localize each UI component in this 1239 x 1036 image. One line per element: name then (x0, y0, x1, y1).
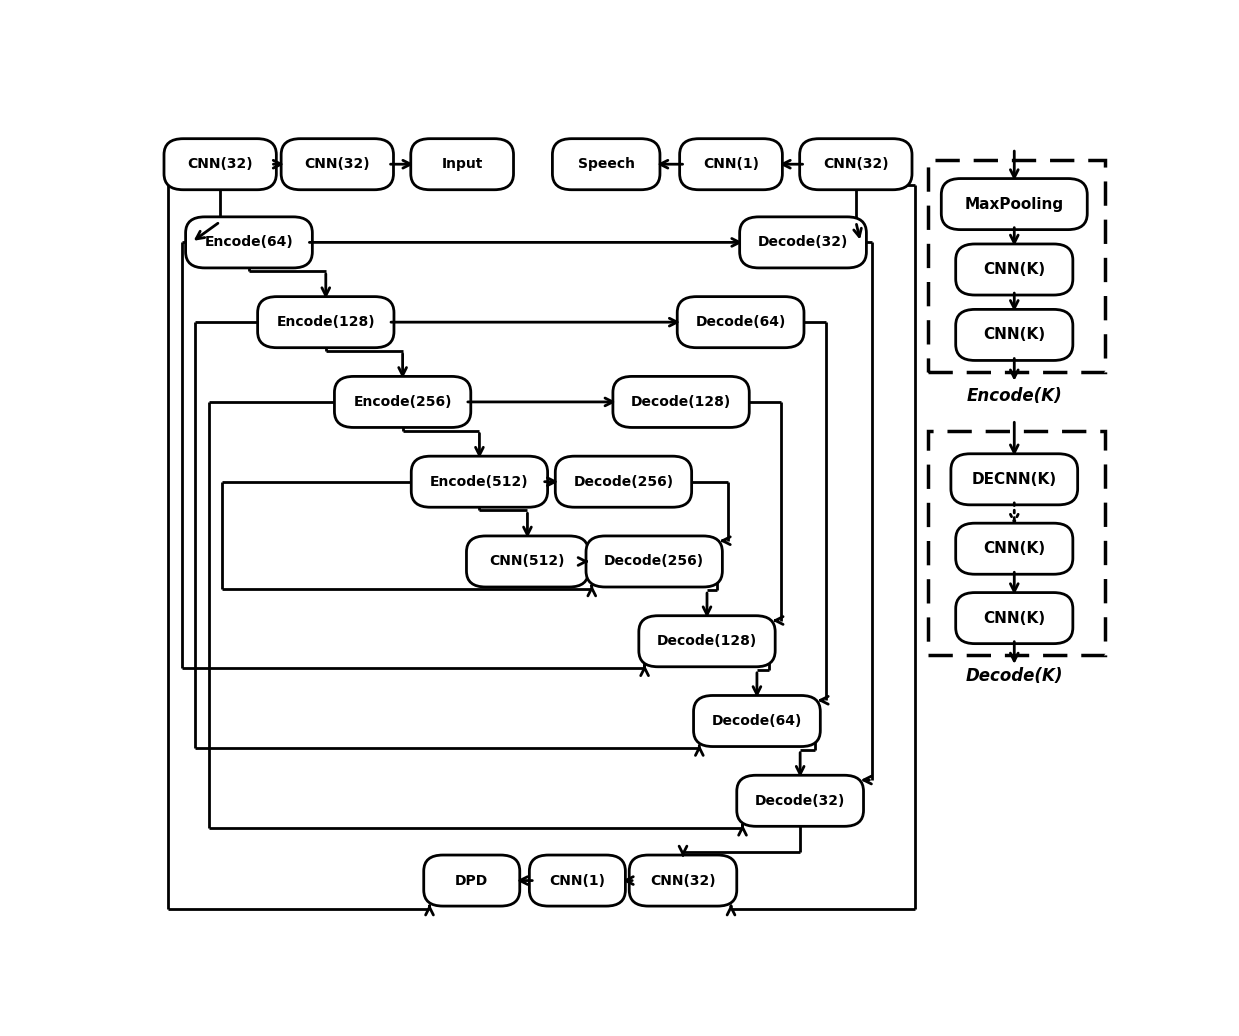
FancyBboxPatch shape (955, 523, 1073, 574)
Text: DPD: DPD (455, 873, 488, 888)
FancyBboxPatch shape (955, 244, 1073, 295)
Text: CNN(1): CNN(1) (549, 873, 606, 888)
FancyBboxPatch shape (942, 178, 1088, 230)
Text: Input: Input (441, 157, 483, 171)
Text: MaxPooling: MaxPooling (965, 197, 1064, 211)
FancyBboxPatch shape (529, 855, 626, 906)
Text: Decode(32): Decode(32) (758, 235, 849, 250)
FancyBboxPatch shape (466, 536, 589, 587)
FancyBboxPatch shape (553, 139, 660, 190)
FancyBboxPatch shape (639, 615, 776, 667)
FancyBboxPatch shape (411, 456, 548, 508)
FancyBboxPatch shape (281, 139, 394, 190)
FancyBboxPatch shape (955, 593, 1073, 643)
Text: Encode(256): Encode(256) (353, 395, 452, 409)
FancyBboxPatch shape (164, 139, 276, 190)
Text: Decode(256): Decode(256) (605, 554, 704, 569)
FancyBboxPatch shape (258, 296, 394, 348)
FancyBboxPatch shape (411, 139, 513, 190)
Text: CNN(K): CNN(K) (984, 541, 1046, 556)
FancyBboxPatch shape (335, 376, 471, 428)
FancyBboxPatch shape (950, 454, 1078, 505)
FancyBboxPatch shape (629, 855, 737, 906)
FancyBboxPatch shape (613, 376, 750, 428)
Text: Encode(64): Encode(64) (204, 235, 294, 250)
FancyBboxPatch shape (928, 161, 1105, 372)
FancyBboxPatch shape (799, 139, 912, 190)
Text: Decode(128): Decode(128) (657, 634, 757, 649)
Text: CNN(1): CNN(1) (703, 157, 760, 171)
Text: Encode(128): Encode(128) (276, 315, 375, 329)
FancyBboxPatch shape (928, 431, 1105, 655)
Text: Decode(32): Decode(32) (755, 794, 845, 808)
Text: Decode(64): Decode(64) (695, 315, 786, 329)
Text: CNN(K): CNN(K) (984, 262, 1046, 277)
Text: CNN(K): CNN(K) (984, 610, 1046, 626)
FancyBboxPatch shape (186, 217, 312, 268)
Text: Decode(K): Decode(K) (965, 667, 1063, 686)
FancyBboxPatch shape (586, 536, 722, 587)
Text: Decode(128): Decode(128) (631, 395, 731, 409)
Text: CNN(32): CNN(32) (823, 157, 888, 171)
FancyBboxPatch shape (737, 775, 864, 827)
Text: Encode(K): Encode(K) (966, 386, 1062, 404)
FancyBboxPatch shape (678, 296, 804, 348)
FancyBboxPatch shape (555, 456, 691, 508)
Text: CNN(32): CNN(32) (187, 157, 253, 171)
Text: Encode(512): Encode(512) (430, 474, 529, 489)
Text: Decode(256): Decode(256) (574, 474, 674, 489)
Text: DECNN(K): DECNN(K) (971, 471, 1057, 487)
FancyBboxPatch shape (740, 217, 866, 268)
Text: Speech: Speech (577, 157, 634, 171)
Text: CNN(512): CNN(512) (489, 554, 565, 569)
Text: CNN(32): CNN(32) (650, 873, 716, 888)
FancyBboxPatch shape (680, 139, 782, 190)
Text: Decode(64): Decode(64) (711, 714, 802, 728)
FancyBboxPatch shape (955, 310, 1073, 361)
FancyBboxPatch shape (694, 695, 820, 747)
FancyBboxPatch shape (424, 855, 520, 906)
Text: CNN(K): CNN(K) (984, 327, 1046, 343)
Text: CNN(32): CNN(32) (305, 157, 370, 171)
